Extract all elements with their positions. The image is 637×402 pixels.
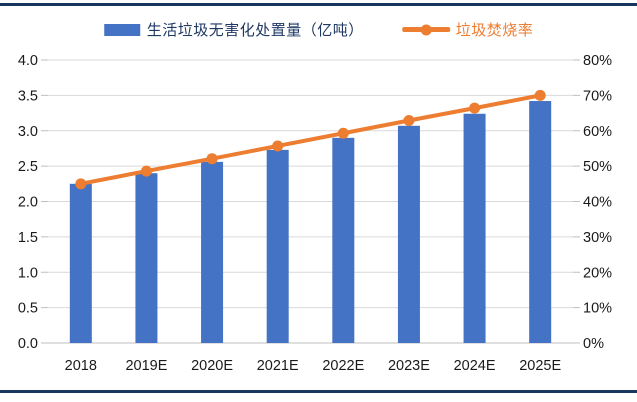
- right-axis-tick-label: 60%: [583, 124, 612, 140]
- right-axis-tick-label: 0%: [583, 336, 604, 352]
- right-axis-tick-label: 80%: [583, 53, 612, 69]
- line-marker-2018: [75, 178, 87, 190]
- left-axis-tick-label: 4.0: [18, 53, 38, 69]
- right-axis-tick-label: 40%: [583, 195, 612, 211]
- left-axis-tick-label: 3.0: [18, 124, 38, 140]
- bottom-border: [0, 390, 637, 393]
- bar-2019E: [135, 173, 158, 343]
- bar-series-swatch-icon: [103, 23, 140, 36]
- x-axis-label: 2020E: [191, 358, 233, 374]
- right-axis-tick-label: 20%: [583, 265, 612, 281]
- left-axis-tick-label: 0.0: [18, 336, 38, 352]
- x-axis-label: 2019E: [125, 358, 167, 374]
- bar-2021E: [266, 149, 289, 343]
- right-axis-tick-label: 50%: [583, 159, 612, 175]
- line-marker-2021E: [272, 140, 284, 152]
- bar-series-legend-label: 生活垃圾无害化处置量（亿吨）: [146, 22, 364, 39]
- line-marker-2020E: [206, 153, 218, 165]
- trend-line: [78, 93, 543, 186]
- x-axis-label: 2018: [65, 358, 97, 374]
- left-axis-tick-label: 2.0: [18, 195, 38, 211]
- line-marker-2024E: [469, 102, 481, 114]
- right-axis-tick-label: 10%: [583, 301, 612, 317]
- line-series-swatch-icon: [401, 24, 450, 35]
- x-axis-label: 2023E: [388, 358, 430, 374]
- chart-legend: 生活垃圾无害化处置量（亿吨） 垃圾焚烧率: [103, 19, 534, 40]
- right-axis-tick-label: 70%: [583, 88, 612, 104]
- line-series-legend-label: 垃圾焚烧率: [455, 22, 534, 39]
- bar-2022E: [332, 137, 355, 343]
- bar-2025E: [529, 101, 552, 343]
- x-axis-label: 2021E: [257, 358, 299, 374]
- bar-2018: [69, 183, 92, 343]
- left-axis-tick-label: 0.5: [18, 301, 38, 317]
- line-marker-2023E: [403, 114, 415, 126]
- x-axis-label: 2025E: [519, 358, 561, 374]
- line-marker-2025E: [534, 89, 546, 101]
- left-axis-tick-label: 2.5: [18, 159, 38, 175]
- line-marker-2019E: [140, 165, 152, 177]
- left-axis-tick-label: 1.0: [18, 265, 38, 281]
- left-axis-tick-label: 1.5: [18, 230, 38, 246]
- bar-2023E: [397, 125, 420, 343]
- left-axis-tick-label: 3.5: [18, 88, 38, 104]
- line-marker-2022E: [337, 127, 349, 139]
- x-axis-label: 2022E: [322, 358, 364, 374]
- top-border: [0, 3, 637, 6]
- x-axis-label: 2024E: [454, 358, 496, 374]
- bar-2020E: [201, 161, 224, 343]
- bar-2024E: [463, 113, 486, 344]
- line-series-marker-icon: [420, 24, 432, 35]
- right-axis-tick-label: 30%: [583, 230, 612, 246]
